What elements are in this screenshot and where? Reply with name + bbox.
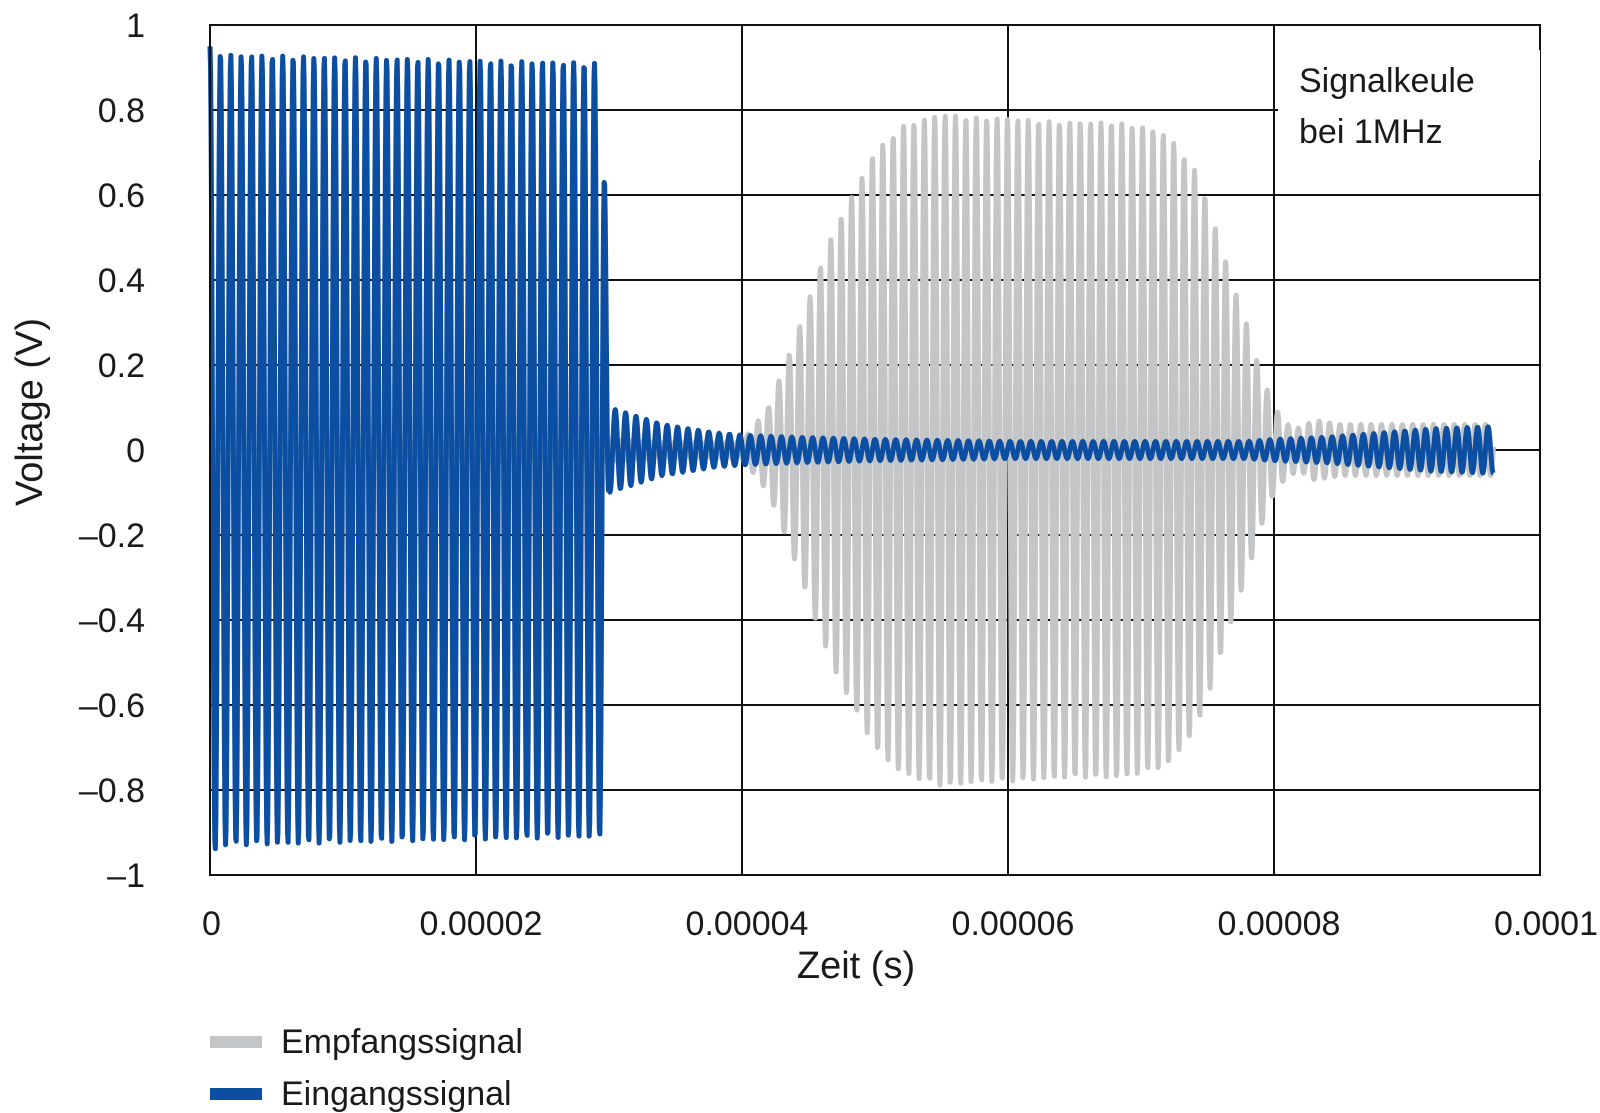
y-tick-label: –0.6 [79,687,145,725]
legend: Empfangssignal Eingangssignal [210,1023,523,1113]
x-tick-label: 0.00008 [1218,905,1341,943]
plot-series [207,46,1496,852]
annotation-background [1278,50,1540,160]
y-tick-labels: 1 0.8 0.6 0.4 0.2 0 –0.2 –0.4 –0.6 –0.8 –1 [79,7,145,895]
y-tick-label: –0.4 [79,602,145,640]
y-tick-label: 1 [126,7,145,45]
y-tick-label: 0.4 [98,262,145,300]
legend-label-empfangssignal: Empfangssignal [281,1023,523,1061]
y-tick-label: 0.8 [98,92,145,130]
y-tick-label: 0.2 [98,347,145,385]
plot-frame [209,24,1541,876]
x-tick-labels: 0 0.00002 0.00004 0.00006 0.00008 0.0001 [202,905,1598,943]
y-tick-label: –0.2 [79,517,145,555]
x-tick-label: 0.00002 [420,905,543,943]
y-tick-label: –0.8 [79,772,145,810]
legend-swatch-eingangssignal [210,1088,262,1100]
x-tick-label: 0 [202,905,221,943]
y-tick-label: –1 [107,857,145,895]
series-line-eingangssignal [207,46,1496,852]
x-axis-label: Zeit (s) [797,945,915,987]
x-tick-label: 0.00004 [686,905,809,943]
y-tick-label: 0 [126,432,145,470]
legend-swatch-empfangssignal [210,1036,262,1048]
x-tick-label: 0.0001 [1494,905,1598,943]
annotation-line-2: bei 1MHz [1299,113,1443,151]
legend-label-eingangssignal: Eingangssignal [281,1075,512,1113]
annotation-box: Signalkeule bei 1MHz [1278,50,1540,160]
y-tick-label: 0.6 [98,177,145,215]
annotation-line-1: Signalkeule [1299,62,1475,100]
y-axis-label: Voltage (V) [9,318,51,506]
x-tick-label: 0.00006 [952,905,1075,943]
